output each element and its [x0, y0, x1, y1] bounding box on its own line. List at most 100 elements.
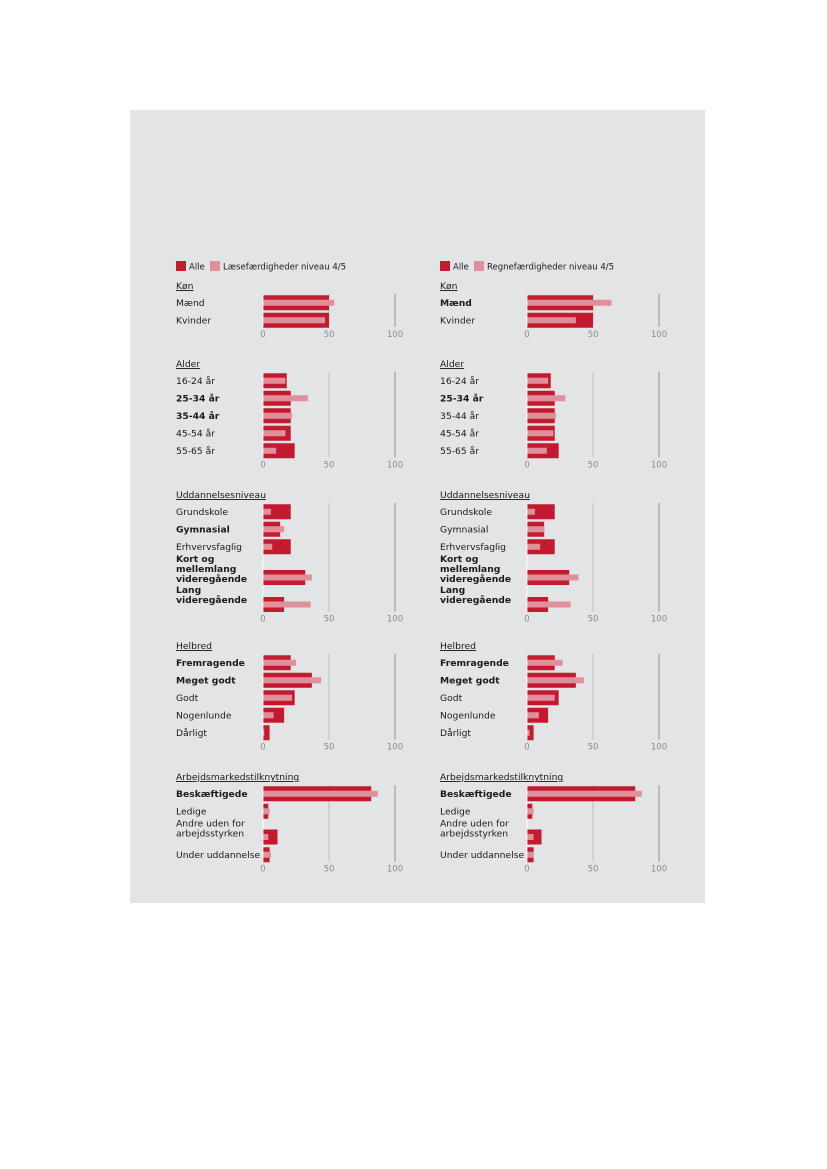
bar-skill	[527, 574, 579, 581]
category-label: Andre uden for	[440, 819, 509, 830]
x-tick-label: 100	[651, 865, 667, 875]
x-tick-label: 50	[588, 865, 599, 875]
bar-skill	[263, 694, 293, 701]
category-label: mellemlang	[440, 564, 500, 575]
x-tick-label: 50	[588, 330, 599, 340]
bar-alle	[263, 829, 278, 845]
bar-skill	[263, 543, 273, 550]
category-label: Mænd	[440, 298, 472, 309]
category-label: 45-54 år	[176, 429, 215, 440]
group-title: Alder	[176, 359, 200, 370]
category-label: 16-24 år	[440, 376, 479, 387]
bar-alle	[263, 504, 291, 520]
category-label: 45-54 år	[440, 429, 479, 440]
legend-swatch-skill	[474, 261, 484, 271]
category-label: Nogenlunde	[176, 711, 232, 722]
category-label: 25-34 år	[440, 394, 484, 405]
x-tick-label: 100	[387, 615, 403, 625]
category-label: Meget godt	[176, 676, 236, 687]
category-label: videregående	[176, 595, 247, 606]
bar-skill	[527, 412, 557, 419]
category-label: Gymnasial	[440, 525, 488, 536]
bar-skill	[527, 790, 642, 797]
bar-skill	[263, 430, 286, 437]
group-title: Uddannelsesniveau	[176, 490, 266, 501]
category-label: 35-44 år	[440, 411, 479, 422]
bar-skill	[263, 851, 271, 858]
group-title: Køn	[176, 281, 194, 292]
bar-skill	[527, 851, 534, 858]
bar-skill	[263, 659, 296, 666]
category-label: 55-65 år	[176, 446, 215, 457]
category-label: Under uddannelse	[440, 850, 524, 861]
x-tick-label: 100	[387, 865, 403, 875]
category-label: Godt	[440, 693, 463, 704]
x-tick-label: 0	[260, 615, 265, 625]
bar-skill	[263, 601, 311, 608]
bar-skill	[527, 526, 545, 533]
legend-swatch-all	[176, 261, 186, 271]
bar-alle	[263, 443, 295, 459]
category-label: 35-44 år	[176, 411, 220, 422]
bar-skill	[263, 677, 322, 684]
legend-swatch-skill	[210, 261, 220, 271]
category-label: Kvinder	[176, 316, 211, 327]
x-tick-label: 0	[524, 461, 529, 471]
legend-label-skill: Regnefærdigheder niveau 4/5	[487, 263, 614, 273]
category-label: arbejdsstyrken	[176, 829, 244, 840]
x-tick-label: 50	[324, 461, 335, 471]
bar-skill	[527, 430, 554, 437]
category-label: Under uddannelse	[176, 850, 260, 861]
category-label: Fremragende	[176, 658, 245, 669]
bar-skill	[527, 447, 547, 454]
x-tick-label: 50	[324, 743, 335, 753]
category-label: Erhvervsfaglig	[176, 542, 242, 553]
group-title: Helbred	[440, 641, 476, 652]
x-tick-label: 50	[588, 743, 599, 753]
bar-skill	[527, 317, 576, 324]
category-label: Gymnasial	[176, 525, 230, 536]
x-tick-label: 100	[651, 330, 667, 340]
category-label: Lang	[440, 585, 465, 596]
bar-alle	[527, 725, 534, 741]
bar-skill	[263, 834, 269, 840]
legend-label-all: Alle	[189, 263, 205, 273]
x-tick-label: 100	[651, 461, 667, 471]
bar-skill	[527, 601, 571, 608]
category-label: Grundskole	[176, 507, 228, 518]
x-tick-label: 0	[260, 330, 265, 340]
legend-label-all: Alle	[453, 263, 469, 273]
category-label: Kort og	[440, 554, 478, 565]
bar-skill	[263, 712, 274, 719]
category-label: Lang	[176, 585, 201, 596]
x-tick-label: 100	[387, 743, 403, 753]
category-label: Kvinder	[440, 316, 475, 327]
bar-skill	[263, 447, 277, 454]
x-tick-label: 100	[651, 743, 667, 753]
bar-skill	[263, 808, 270, 815]
category-label: Grundskole	[440, 507, 492, 518]
bar-alle	[527, 829, 542, 845]
category-label: Erhvervsfaglig	[440, 542, 506, 553]
category-label: Dårligt	[176, 728, 207, 739]
x-tick-label: 0	[524, 615, 529, 625]
bar-skill	[527, 677, 584, 684]
bar-skill	[263, 574, 312, 581]
x-tick-label: 100	[387, 330, 403, 340]
category-label: 55-65 år	[440, 446, 479, 457]
group-title: Arbejdsmarkedstilknytning	[176, 772, 299, 783]
category-label: 25-34 år	[176, 394, 220, 405]
group-title: Helbred	[176, 641, 212, 652]
x-tick-label: 50	[324, 330, 335, 340]
category-label: Fremragende	[440, 658, 509, 669]
group-title: Alder	[440, 359, 464, 370]
bar-alle	[527, 539, 555, 555]
bar-skill	[527, 299, 612, 306]
category-label: videregående	[176, 574, 247, 585]
bar-skill	[263, 508, 271, 515]
category-label: videregående	[440, 574, 511, 585]
category-label: Nogenlunde	[440, 711, 496, 722]
category-label: Meget godt	[440, 676, 500, 687]
x-tick-label: 0	[260, 461, 265, 471]
category-label: 16-24 år	[176, 376, 215, 387]
